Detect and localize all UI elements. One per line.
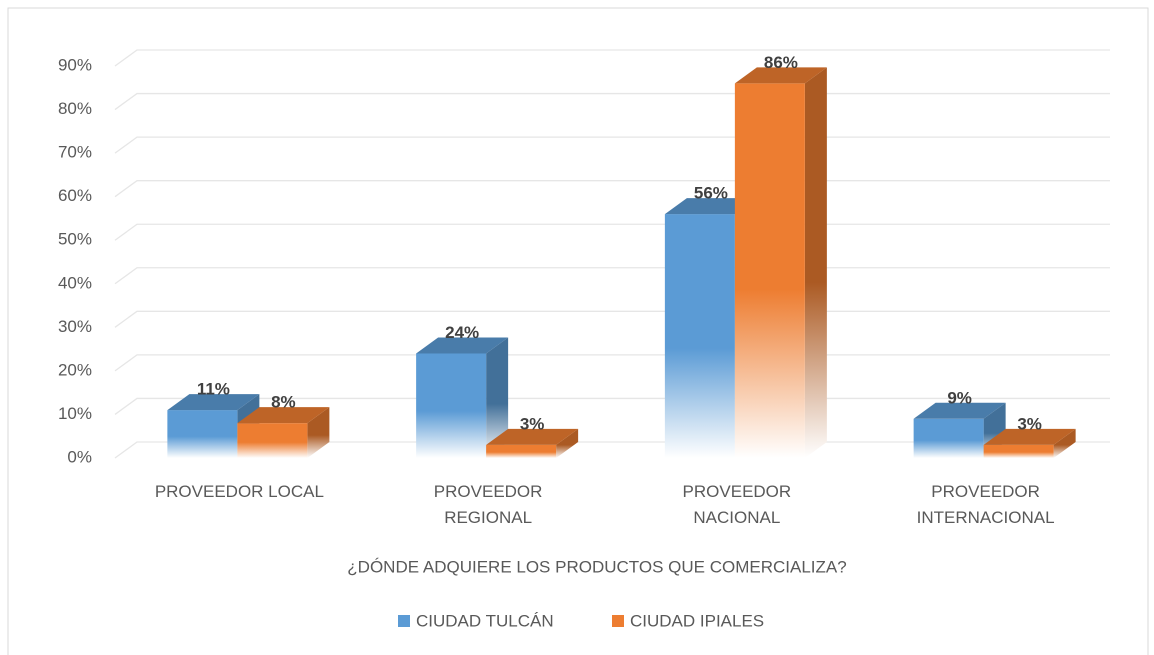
chart-border xyxy=(7,7,1149,655)
y-tick-label: 20% xyxy=(58,360,92,379)
data-label: 9% xyxy=(947,388,972,407)
bar-side xyxy=(307,407,330,458)
bar xyxy=(734,83,805,458)
bar-side xyxy=(486,337,509,458)
legend-label: CIUDAD IPIALES xyxy=(630,611,764,630)
y-tick-label: 0% xyxy=(67,447,92,466)
data-label: 3% xyxy=(520,414,545,433)
y-tick-label: 50% xyxy=(58,230,92,249)
data-label: 8% xyxy=(271,393,296,412)
y-tick-label: 60% xyxy=(58,186,92,205)
grid-line xyxy=(114,49,1110,67)
x-tick-label: PROVEEDOR LOCAL xyxy=(154,482,324,501)
bar xyxy=(237,423,308,458)
bar xyxy=(416,353,487,458)
bar-top xyxy=(664,198,757,215)
bar-top xyxy=(416,337,509,354)
bar-top xyxy=(983,428,1076,445)
legend-swatch xyxy=(398,615,410,627)
y-tick-label: 80% xyxy=(58,99,92,118)
bar xyxy=(664,214,735,458)
y-tick-label: 10% xyxy=(58,404,92,423)
legend-swatch xyxy=(612,615,624,627)
data-label: 24% xyxy=(445,323,479,342)
data-label: 56% xyxy=(694,184,728,203)
y-tick-label: 90% xyxy=(58,55,92,74)
x-tick-label: PROVEEDOR NACIONAL xyxy=(682,482,792,527)
x-axis-title: ¿DÓNDE ADQUIERE LOS PRODUCTOS QUE COMERC… xyxy=(347,557,846,576)
bar-top xyxy=(734,67,827,84)
y-tick-label: 30% xyxy=(58,317,92,336)
bar xyxy=(983,444,1054,458)
bar-side xyxy=(1053,428,1076,458)
data-label: 3% xyxy=(1017,414,1042,433)
data-label: 11% xyxy=(197,380,230,399)
data-label: 86% xyxy=(764,53,798,72)
bar xyxy=(167,410,238,458)
bar-side xyxy=(804,67,827,458)
bar xyxy=(486,444,557,458)
bar-top xyxy=(237,407,330,424)
bar-top xyxy=(486,428,579,445)
bar-side xyxy=(556,428,579,458)
y-tick-label: 70% xyxy=(58,143,92,162)
bar-top xyxy=(167,394,260,411)
legend-label: CIUDAD TULCÁN xyxy=(416,611,554,630)
bar xyxy=(913,418,984,458)
bar-top xyxy=(913,402,1006,419)
x-tick-label: PROVEEDOR INTERNACIONAL xyxy=(916,482,1055,527)
x-tick-label: PROVEEDOR REGIONAL xyxy=(433,482,543,527)
y-tick-label: 40% xyxy=(58,273,92,292)
